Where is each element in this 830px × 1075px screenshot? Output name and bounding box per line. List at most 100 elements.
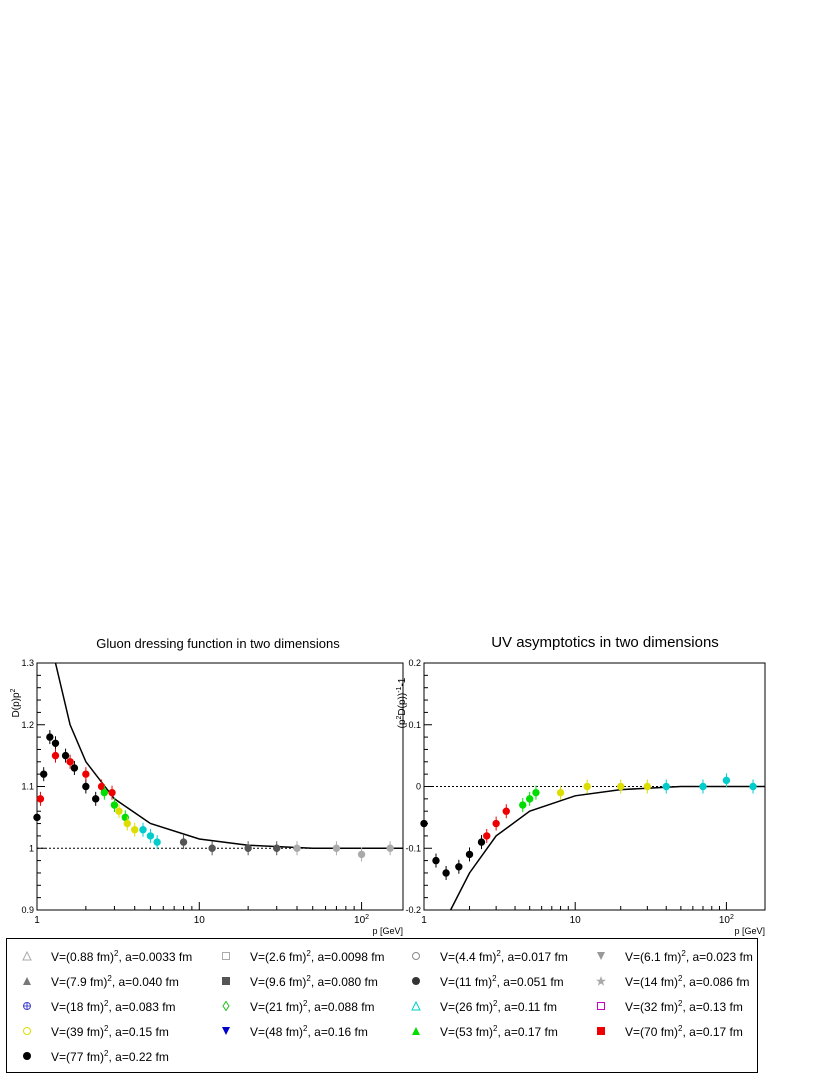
legend-marker-icon [597, 1002, 605, 1010]
data-point [662, 782, 670, 791]
left-x-axis-label: p [GeV] [372, 926, 403, 936]
left-plot-frame [36, 662, 404, 911]
legend-label: V=(9.6 fm)2, a=0.080 fm [250, 974, 378, 989]
data-point [525, 795, 534, 803]
data-point [82, 770, 90, 778]
data-point [442, 869, 450, 877]
legend-label: V=(6.1 fm)2, a=0.023 fm [625, 949, 753, 964]
data-point [699, 782, 707, 791]
right-fit-curve [449, 785, 765, 911]
data-point [33, 813, 41, 822]
legend-marker-icon [222, 1000, 230, 1012]
data-point [51, 751, 60, 760]
data-point [643, 782, 652, 791]
right-ytick-label: 0.1 [408, 720, 421, 730]
legend-label: V=(26 fm)2, a=0.11 fm [440, 999, 557, 1014]
left-ytick-label: 1 [29, 843, 34, 853]
data-point [477, 838, 486, 846]
data-point [146, 832, 155, 840]
legend-marker-icon [412, 977, 420, 985]
data-point [483, 832, 491, 840]
data-point [36, 795, 45, 803]
legend-marker-icon [597, 1027, 605, 1035]
data-point [273, 844, 281, 852]
legend-label: V=(32 fm)2, a=0.13 fm [625, 999, 743, 1014]
data-point [332, 844, 341, 852]
left-y-axis-label: D(p)p2​ [10, 688, 22, 717]
data-point [532, 788, 540, 797]
data-point [583, 782, 591, 791]
data-point [131, 826, 139, 834]
left-xtick-label: 102​ [354, 914, 369, 926]
data-point [749, 782, 757, 791]
right-ytick-label: -0.2 [405, 905, 421, 915]
legend-marker-icon [412, 952, 420, 960]
data-point [617, 782, 625, 791]
left-xtick-label: 10 [194, 915, 206, 926]
legend-marker-icon [23, 977, 31, 985]
data-point [110, 801, 119, 809]
right-ytick-label: -0.1 [405, 843, 421, 853]
legend-marker-icon [23, 1052, 31, 1060]
data-point [61, 751, 70, 760]
right-xtick-label: 1 [421, 915, 427, 926]
data-point [115, 807, 123, 815]
legend-marker-icon [596, 976, 606, 986]
data-point [179, 838, 188, 846]
legend: V=(0.88 fm)2, a=0.0033 fm V=(2.6 fm)2, a=… [6, 938, 758, 1073]
data-point [556, 788, 565, 797]
legend-label: V=(7.9 fm)2, a=0.040 fm [51, 974, 179, 989]
data-point [722, 776, 731, 785]
legend-label: V=(14 fm)2, a=0.086 fm [625, 974, 750, 989]
right-ytick-label: 0 [416, 782, 421, 792]
data-point [386, 844, 394, 852]
legend-label: V=(11 fm)2, a=0.051 fm [440, 974, 564, 989]
data-point [70, 764, 79, 772]
legend-marker-icon [222, 1027, 230, 1035]
left-ytick-label: 1.2 [21, 720, 34, 730]
data-point [208, 844, 216, 852]
legend-marker-icon [222, 952, 230, 960]
data-point [92, 795, 100, 803]
data-point [46, 733, 54, 741]
data-point [123, 819, 131, 828]
left-chart-title: Gluon dressing function in two dimension… [96, 636, 340, 651]
data-point [465, 850, 474, 859]
data-point [51, 739, 60, 747]
legend-marker-icon [411, 1000, 421, 1011]
legend-label: V=(4.4 fm)2, a=0.017 fm [440, 949, 568, 964]
data-point [40, 770, 48, 778]
data-point [357, 850, 366, 859]
data-point [108, 788, 116, 797]
legend-marker-icon [597, 952, 605, 960]
data-point [492, 819, 500, 828]
data-point [244, 844, 252, 852]
right-x-axis-label: p [GeV] [734, 926, 765, 936]
legend-label: V=(18 fm)2, a=0.083 fm [51, 999, 176, 1014]
right-y-axis-label: (p2​D(p))-1​-1 [396, 677, 408, 728]
left-ytick-label: 1.3 [21, 658, 34, 668]
right-xtick-label: 102​ [719, 914, 734, 926]
data-point [97, 782, 106, 791]
legend-marker-icon [412, 1027, 420, 1035]
legend-label: V=(39 fm)2, a=0.15 fm [51, 1024, 169, 1039]
data-point [82, 782, 90, 791]
legend-marker-icon [23, 1002, 31, 1010]
right-xtick-label: 10 [570, 915, 582, 926]
data-point [502, 807, 510, 815]
left-fit-curve [54, 662, 403, 850]
data-point [66, 758, 74, 766]
legend-marker-icon [222, 977, 230, 985]
data-point [519, 801, 527, 809]
data-point [455, 863, 463, 871]
data-point [420, 819, 428, 828]
legend-label: V=(2.6 fm)2, a=0.0098 fm [250, 949, 385, 964]
legend-label: V=(0.88 fm)2, a=0.0033 fm [51, 949, 193, 964]
data-point [432, 856, 440, 865]
legend-marker-icon [23, 1027, 31, 1035]
right-chart-title: UV asymptotics in two dimensions [491, 634, 719, 651]
data-point [139, 826, 147, 834]
left-ytick-label: 1.1 [21, 782, 34, 792]
legend-marker-icon [22, 950, 32, 961]
